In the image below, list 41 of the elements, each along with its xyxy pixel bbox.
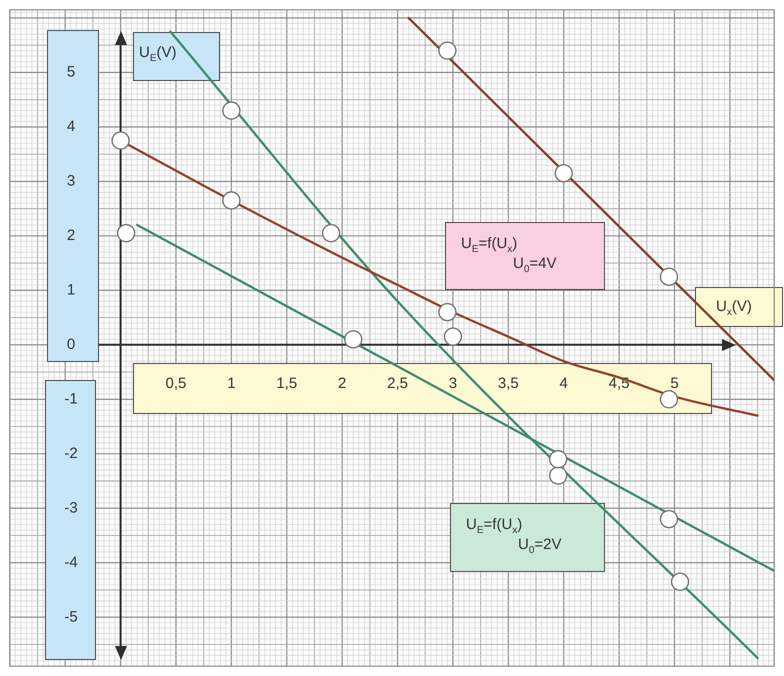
- point: [660, 510, 678, 528]
- y-axis-title: U$_{E}$(V): [139, 43, 177, 64]
- x-tick-label: 3,5: [498, 375, 519, 392]
- point: [554, 164, 573, 182]
- point: [344, 330, 362, 349]
- point: [111, 131, 130, 150]
- x-tick-label: 4: [560, 375, 568, 392]
- y-tick-label: 2: [66, 227, 76, 244]
- point: [222, 101, 241, 120]
- y-tick-label: 5: [66, 64, 76, 81]
- x-tick-label: 2,5: [387, 375, 408, 392]
- y-tick-label: -1: [64, 390, 78, 408]
- point: [116, 224, 136, 242]
- y-tick-label: 3: [66, 172, 76, 190]
- point: [444, 327, 462, 346]
- point: [222, 191, 241, 210]
- annotation: U$_{E}$=f(U$_{x}$) U$_{0}$=4V: [461, 234, 557, 275]
- y-tick-label: -2: [64, 444, 78, 462]
- y-tick-label: -3: [64, 499, 78, 516]
- annotation: U$_{E}$=f(U$_{x}$) U$_{0}$=2V: [466, 515, 562, 556]
- point: [438, 42, 457, 60]
- point: [660, 268, 678, 286]
- y-tick-label: -4: [64, 554, 78, 571]
- x-tick-label: 0,5: [166, 375, 186, 392]
- point: [322, 224, 340, 242]
- x-tick-label: 2: [338, 375, 346, 392]
- y-tick-label: 0: [66, 336, 76, 353]
- point: [670, 572, 690, 591]
- y-tick-label: -5: [64, 608, 78, 626]
- point: [549, 450, 568, 468]
- x-tick-label: 3: [448, 375, 458, 392]
- x-axis-title: U$_{x}$(V): [716, 297, 752, 318]
- point: [660, 390, 678, 408]
- x-tick-label: 5: [670, 375, 679, 392]
- point: [549, 466, 568, 485]
- y-tick-label: 4: [66, 118, 76, 136]
- x-tick-label: 4,5: [608, 375, 630, 392]
- x-tick-label: 1,5: [276, 375, 298, 392]
- x-tick-label: 1: [227, 375, 236, 392]
- y-tick-label: 1: [66, 281, 76, 298]
- point: [438, 302, 457, 322]
